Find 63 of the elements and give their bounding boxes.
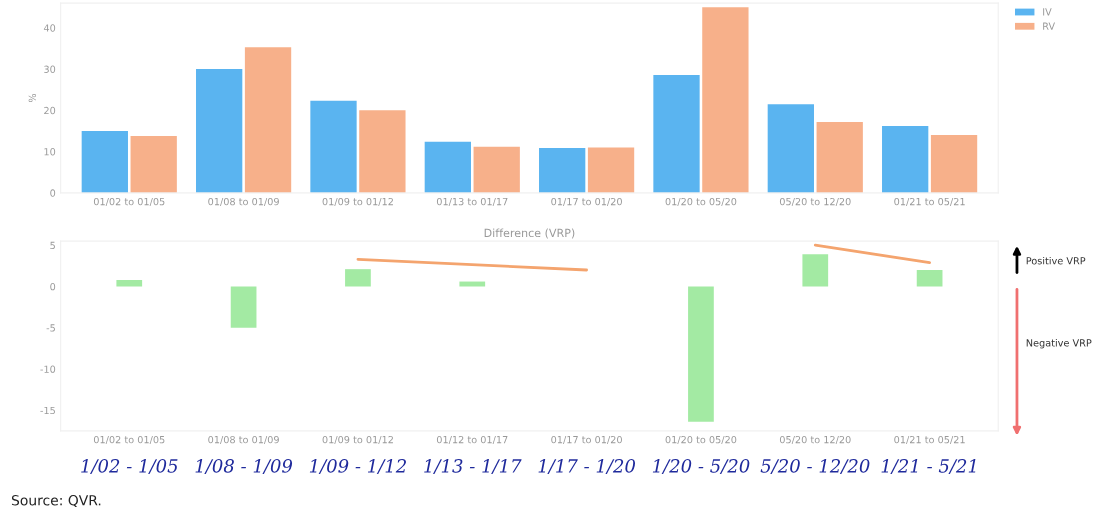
bar [539, 147, 586, 193]
x-tick-label: 01/08 to 01/09 [208, 435, 279, 445]
bar [196, 69, 243, 193]
x-tick-label: 01/21 to 05/21 [894, 197, 965, 207]
x-tick-label: 01/09 to 01/12 [322, 435, 393, 445]
bar [230, 286, 257, 328]
bar [130, 135, 177, 193]
bar [587, 147, 635, 193]
bar [653, 74, 700, 193]
y-tick-label: 5 [50, 241, 55, 250]
bar [473, 146, 520, 193]
bar [702, 7, 749, 193]
x-tick-label: 01/21 to 05/21 [894, 435, 965, 445]
text: 1/21 - 5/21 [881, 459, 976, 475]
y-tick-label: -5 [46, 324, 55, 332]
x-tick-label: 01/08 to 01/09 [208, 197, 279, 207]
text: Positive VRP [1026, 256, 1086, 265]
text: 1/08 - 1/09 [195, 459, 293, 475]
text: Negative VRP [1026, 339, 1092, 349]
x-tick-label: 01/17 to 01/20 [551, 435, 622, 445]
text: 1/20 - 5/20 [652, 459, 750, 475]
bar [767, 104, 814, 193]
bar [930, 135, 978, 193]
x-tick-label: 01/17 to 01/20 [551, 197, 622, 207]
bar [81, 130, 128, 193]
y-tick-label: 10 [44, 148, 56, 156]
bar [424, 141, 471, 193]
y-tick-label: -15 [40, 406, 55, 415]
bar [916, 269, 943, 287]
x-tick-label: 05/20 to 12/20 [779, 197, 851, 207]
bar [310, 100, 357, 193]
bar [688, 286, 714, 422]
x-tick-label: 01/20 to 05/20 [665, 197, 737, 207]
bar [244, 47, 292, 193]
bar [816, 121, 863, 193]
source-note: Source: QVR. [11, 495, 101, 508]
bar [359, 110, 406, 193]
y-tick-label: 30 [44, 65, 56, 73]
y-tick-label: 0 [50, 189, 56, 197]
legend-label: RV [1043, 22, 1056, 30]
legend-label: IV [1043, 8, 1052, 16]
x-tick-label: 01/20 to 05/20 [665, 435, 737, 445]
bar [802, 254, 829, 287]
text: 1/02 - 1/05 [81, 459, 178, 475]
bar [116, 279, 143, 287]
x-tick-label: 01/09 to 01/12 [322, 197, 393, 207]
chart-title: Difference (VRP) [484, 228, 575, 239]
text: 1/09 - 1/12 [309, 459, 406, 475]
y-tick-label: 0 [50, 282, 56, 291]
x-tick-label: 01/02 to 01/05 [93, 435, 165, 445]
x-tick-label: 01/02 to 01/05 [93, 197, 165, 207]
text: 1/17 - 1/20 [538, 459, 636, 475]
text: 1/13 - 1/17 [424, 459, 522, 475]
y-tick-label: 40 [43, 24, 56, 32]
y-axis-title: % [28, 93, 36, 103]
y-tick-label: 20 [44, 106, 56, 115]
bar [882, 126, 929, 193]
x-tick-label: 01/13 to 01/17 [436, 197, 508, 207]
bar [345, 269, 371, 287]
y-tick-label: -10 [40, 365, 56, 373]
x-tick-label: 01/12 to 01/17 [436, 435, 508, 445]
x-tick-label: 05/20 to 12/20 [779, 435, 851, 445]
text: 5/20 - 12/20 [760, 459, 870, 475]
